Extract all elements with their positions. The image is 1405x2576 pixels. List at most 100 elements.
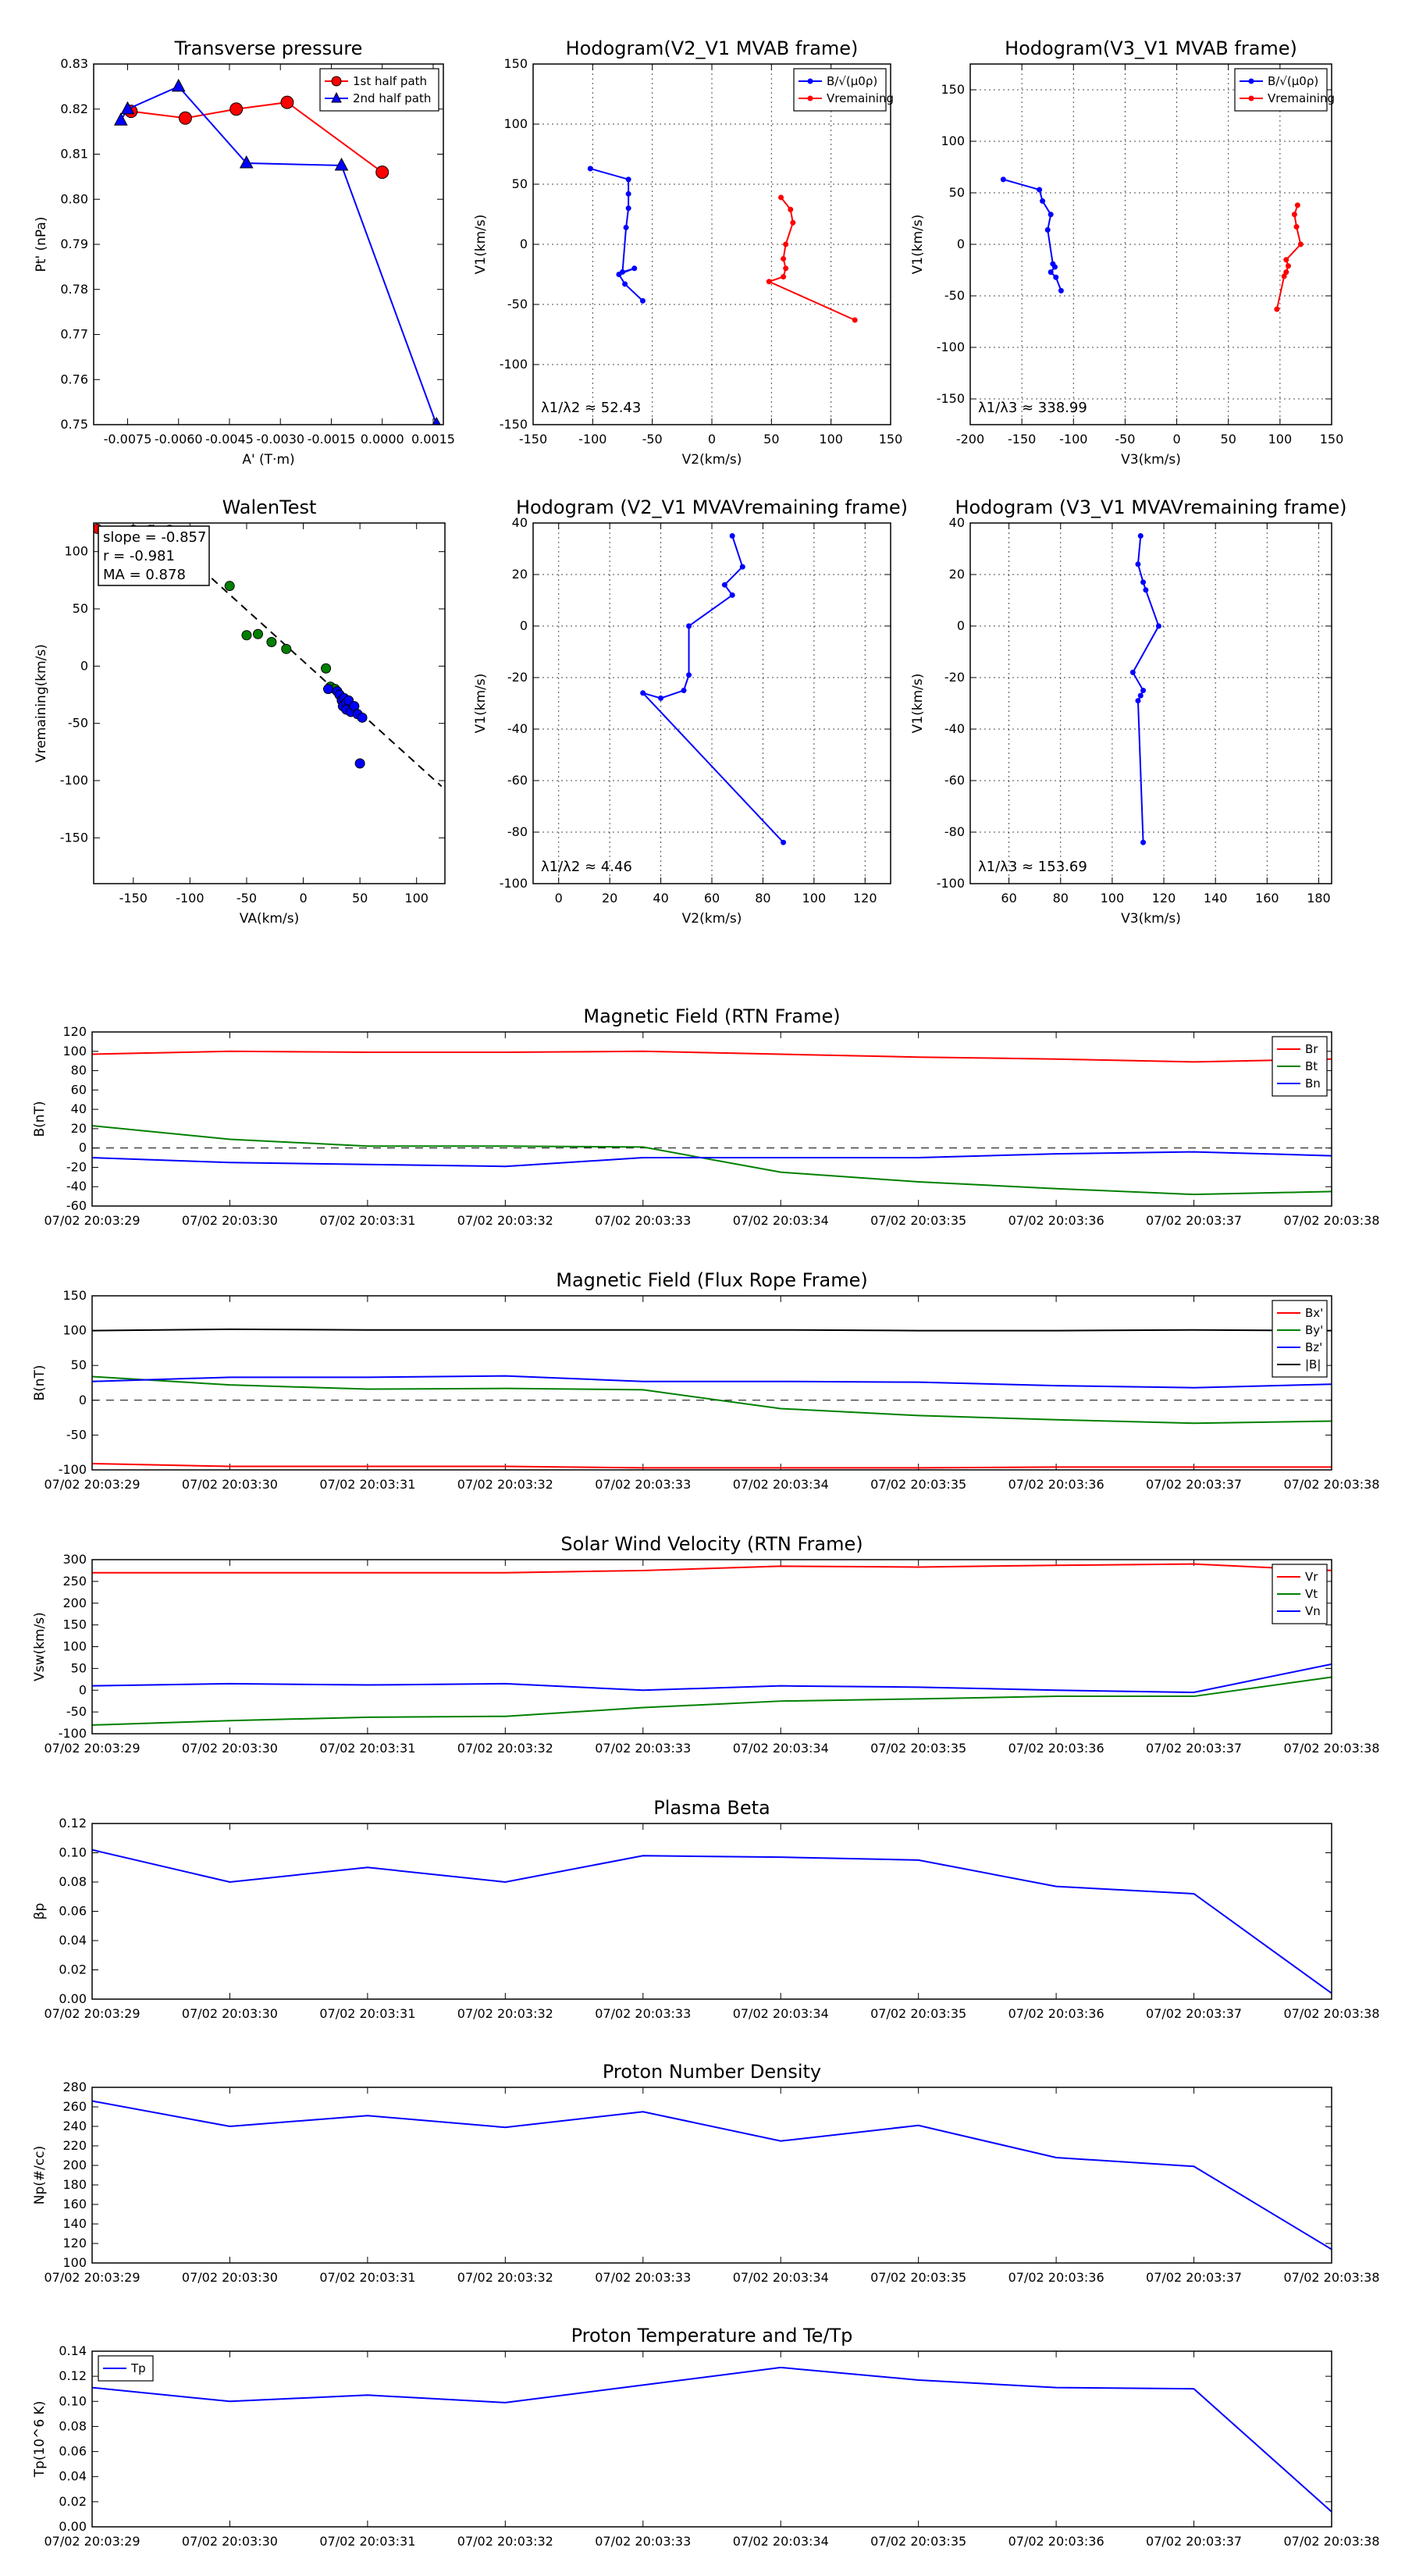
x-tick-label: 120 (853, 891, 877, 906)
x-axis-label: V2(km/s) (682, 452, 742, 468)
data-point (1135, 561, 1141, 568)
y-tick-label: 80 (71, 1063, 87, 1078)
x-tick-label: 50 (1221, 432, 1236, 447)
legend: Tp (98, 2355, 154, 2382)
y-axis-label: V1(km/s) (473, 215, 489, 275)
stats-box (98, 525, 210, 586)
y-tick-label: -20 (944, 670, 965, 685)
stats-line: MA = 0.878 (103, 567, 186, 583)
ratio-annotation: λ1/λ3 ≈ 153.69 (978, 859, 1087, 875)
data-point (229, 102, 244, 116)
x-tick-label: -50 (1115, 432, 1135, 447)
data-point (625, 176, 631, 183)
data-point (1137, 692, 1144, 699)
series-bt (92, 1125, 1332, 1196)
legend-box (793, 68, 887, 112)
plot-frame (91, 1031, 1332, 1207)
plot-frame (93, 63, 444, 425)
data-point (639, 297, 646, 304)
y-tick-label: 0.06 (59, 1904, 87, 1919)
data-point (1140, 579, 1147, 585)
series-line (1003, 178, 1062, 291)
x-tick-label: 07/02 20:03:38 (1283, 2534, 1379, 2549)
x-tick-label: 07/02 20:03:29 (44, 1741, 140, 1756)
y-axis-label: Tp(10^6 K) (32, 2401, 48, 2478)
y-tick-label: 0.14 (59, 2343, 87, 2358)
y-tick-label: 200 (62, 1596, 87, 1610)
x-tick-label: 07/02 20:03:29 (44, 2270, 140, 2285)
series-bx- (92, 1462, 1332, 1469)
x-tick-label: 100 (802, 891, 827, 906)
y-tick-label: 0.77 (60, 327, 88, 342)
data-point (1291, 212, 1297, 218)
x-tick-label: 07/02 20:03:34 (733, 2534, 829, 2549)
y-tick-label: 0 (957, 237, 965, 251)
chart-h1: Hodogram(V2_V1 MVAB frame) -150 -100 -50 0 50… (473, 37, 902, 468)
x-tick-label: 07/02 20:03:37 (1146, 1741, 1242, 1756)
x-tick-label: 50 (352, 891, 368, 906)
y-tick-label: 20 (949, 567, 965, 582)
series-line (119, 85, 438, 425)
y-tick-label: 0.75 (60, 417, 88, 432)
y-tick-label: 120 (62, 1024, 87, 1039)
series-line (92, 1125, 1332, 1196)
y-tick-label: -150 (937, 391, 965, 406)
data-point (1000, 176, 1006, 183)
series-line (590, 168, 644, 302)
data-point (729, 592, 735, 598)
data-point (622, 281, 628, 287)
data-point (729, 533, 735, 539)
series-vremaining (766, 194, 858, 323)
y-tick-label: 120 (62, 2236, 87, 2250)
legend-label: Bt (1305, 1059, 1318, 1073)
x-tick-label: 07/02 20:03:37 (1146, 1213, 1242, 1228)
data-point (766, 279, 772, 285)
x-tick-label: 07/02 20:03:36 (1008, 1741, 1104, 1756)
data-point (1140, 839, 1147, 845)
series-2nd-half-path (113, 78, 441, 425)
x-tick-label: 07/02 20:03:38 (1283, 2270, 1379, 2285)
data-point (790, 219, 796, 226)
data-point (1274, 306, 1280, 312)
legend-label: Vn (1305, 1604, 1321, 1618)
x-tick-label: 180 (1307, 891, 1331, 906)
y-tick-label: 20 (71, 1121, 87, 1136)
x-tick-label: 07/02 20:03:31 (319, 1741, 415, 1756)
y-tick-label: -60 (944, 773, 965, 788)
data-point (432, 416, 441, 425)
x-tick-label: 100 (1101, 891, 1125, 906)
y-tick-label: 40 (512, 515, 528, 530)
x-tick-label: 07/02 20:03:30 (182, 2006, 278, 2021)
y-tick-label: 50 (949, 185, 965, 200)
x-tick-label: 07/02 20:03:32 (457, 1213, 553, 1228)
y-tick-label: 240 (62, 2119, 87, 2133)
x-tick-label: 07/02 20:03:31 (319, 1477, 415, 1492)
x-tick-label: 60 (1001, 891, 1016, 906)
y-tick-label: 150 (503, 56, 528, 71)
chart-title: Proton Number Density (603, 2061, 821, 2083)
x-axis-label: A' (T·m) (242, 452, 294, 468)
plot-area (640, 533, 787, 845)
legend-label: Bz' (1305, 1340, 1322, 1354)
legend-marker (1248, 95, 1254, 101)
data-point (239, 155, 254, 169)
y-tick-label: 50 (512, 176, 528, 191)
y-tick-label: 0.76 (60, 372, 88, 386)
legend-label: Br (1305, 1042, 1318, 1056)
y-tick-label: 220 (62, 2138, 87, 2153)
series-b-0- (1000, 176, 1064, 294)
x-tick-label: -100 (1059, 432, 1087, 447)
data-point (783, 265, 789, 272)
x-tick-label: 80 (755, 891, 770, 906)
y-axis-label: Vremaining(km/s) (34, 644, 49, 763)
legend-label: Vremaining (1268, 91, 1335, 105)
x-tick-label: 07/02 20:03:32 (457, 1741, 553, 1756)
x-tick-label: 07/02 20:03:37 (1146, 2006, 1242, 2021)
x-tick-label: 60 (704, 891, 720, 906)
y-tick-label: -100 (59, 1462, 87, 1477)
y-tick-label: 50 (71, 1660, 87, 1675)
y-tick-label: -100 (59, 1726, 87, 1741)
data-point (354, 758, 365, 769)
x-tick-label: 07/02 20:03:36 (1008, 2534, 1104, 2549)
